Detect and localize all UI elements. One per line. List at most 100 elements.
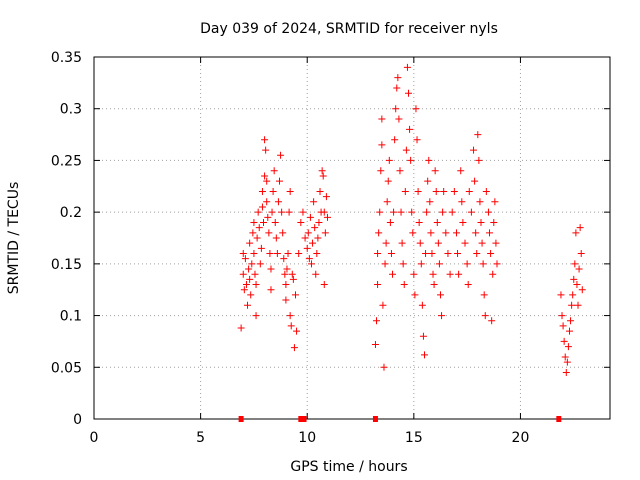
data-point [284,250,292,258]
data-point [386,218,394,226]
data-point [248,260,256,268]
grid [94,57,610,419]
data-point [406,125,414,133]
data-point [245,265,253,273]
data-point [244,301,252,309]
data-point [423,208,431,216]
data-point [492,239,500,247]
data-point [416,239,424,247]
data-point [291,291,299,299]
data-point [436,291,444,299]
data-point [455,270,463,278]
x-tick-label: 0 [90,430,99,446]
data-point [280,255,288,263]
baseline-marker [238,416,244,422]
y-tick-label: 0.2 [60,205,82,221]
data-point [434,239,442,247]
baseline-marker [298,416,304,422]
data-point [561,353,569,361]
data-point [321,229,329,237]
data-point [273,250,281,258]
data-point [392,105,400,113]
data-point [575,265,583,273]
data-point [431,167,439,175]
data-point [286,187,294,195]
data-point [247,291,255,299]
data-point [493,260,501,268]
data-point [303,244,311,252]
data-point [310,198,318,206]
data-point [289,275,297,283]
data-point [379,301,387,309]
data-point [558,312,566,320]
data-point [258,187,266,195]
data-point [276,177,284,185]
data-point [374,250,382,258]
data-point [313,250,321,258]
data-point [439,208,447,216]
data-point [438,312,446,320]
data-point [422,250,430,258]
data-point [564,343,572,351]
data-point [465,187,473,195]
y-tick-label: 0.05 [51,360,82,376]
data-point [399,260,407,268]
data-point [412,105,420,113]
data-point [301,234,309,242]
data-point [432,187,440,195]
data-point [261,172,269,180]
data-point [571,260,579,268]
data-point [446,270,454,278]
data-point [442,229,450,237]
baseline-marker [301,416,307,422]
data-point [288,270,296,278]
data-point [448,208,456,216]
data-point [394,74,402,82]
data-point [488,317,496,325]
x-axis-label: GPS time / hours [290,459,407,475]
data-point [444,250,452,258]
data-point [393,84,401,92]
data-point [407,156,415,164]
data-point [486,229,494,237]
data-point [408,208,416,216]
data-point [256,260,264,268]
data-point [417,260,425,268]
data-point [415,218,423,226]
x-tick-label: 15 [405,430,423,446]
data-point [295,250,303,258]
data-point [418,301,426,309]
data-point [573,281,581,289]
data-point [377,167,385,175]
y-tick-label: 0.15 [51,257,82,273]
data-point [562,368,570,376]
data-point [567,317,575,325]
data-point [373,317,381,325]
data-point [251,270,259,278]
data-point [413,136,421,144]
x-tick-label: 10 [298,430,316,446]
data-point [391,136,399,144]
data-point [381,260,389,268]
data-point [491,198,499,206]
data-point [572,229,580,237]
data-point [464,281,472,289]
data-point [283,265,291,273]
data-point [252,281,260,289]
data-point [477,218,485,226]
data-point [414,187,422,195]
data-point [425,156,433,164]
data-point [314,234,322,242]
data-point [440,187,448,195]
y-tick-label: 0.3 [60,102,82,118]
data-point [250,218,258,226]
data-point [378,141,386,149]
data-point [279,229,287,237]
data-point [316,187,324,195]
data-point [490,218,498,226]
data-point [426,198,434,206]
data-point [574,301,582,309]
data-point [481,312,489,320]
data-point [480,291,488,299]
data-point [287,322,295,330]
